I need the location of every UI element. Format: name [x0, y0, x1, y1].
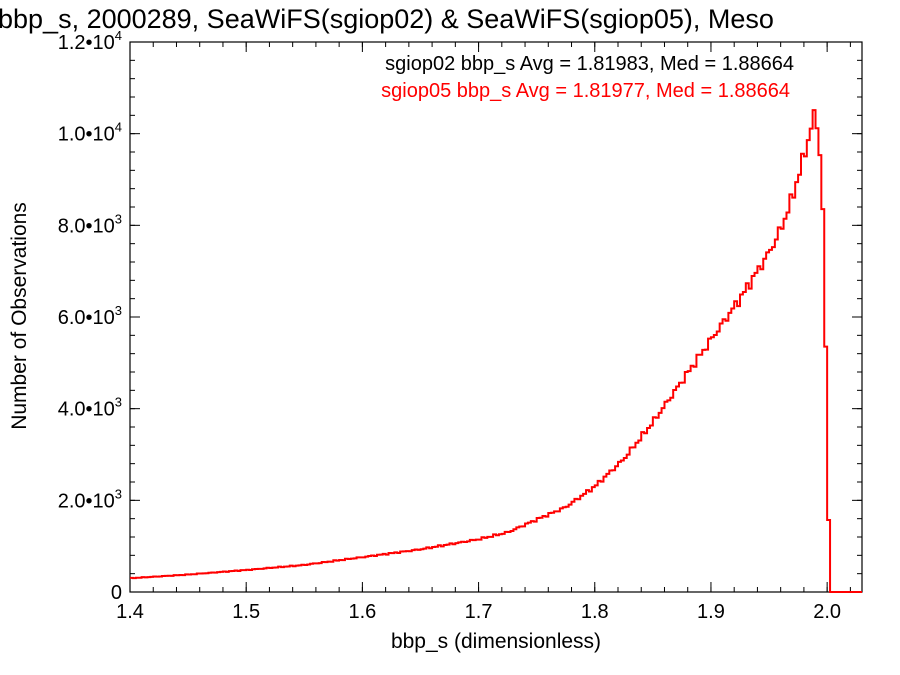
histogram-series-line [130, 109, 862, 593]
plot-border [129, 41, 863, 593]
x-tick-label: 1.4 [116, 601, 144, 623]
annotation-sgiop05: sgiop05 bbp_s Avg = 1.81977, Med = 1.886… [381, 80, 790, 102]
plot-frame [129, 41, 863, 593]
y-tick-label: 2.0•103 [58, 486, 122, 512]
y-tick-label: 1.0•104 [58, 120, 122, 146]
y-axis-label: Number of Observations [8, 202, 31, 430]
y-tick-label: 0 [111, 582, 122, 604]
x-axis-ticks: 1.4 1.5 1.6 1.7 1.8 1.9 2.0 [116, 42, 851, 623]
x-axis-label: bbp_s (dimensionless) [391, 630, 601, 653]
x-tick-label: 1.6 [348, 601, 376, 623]
y-axis-ticks: 0 2.0•103 4.0•103 6.0•103 8.0•103 1.0•104 1.2•… [58, 28, 862, 604]
x-tick-label: 1.5 [232, 601, 260, 623]
chart-title: bbp_s, 2000289, SeaWiFS(sgiop02) & SeaWi… [0, 4, 774, 34]
y-tick-label: 8.0•103 [58, 211, 122, 237]
series-layer [130, 109, 862, 593]
x-tick-label: 1.9 [697, 601, 725, 623]
annotation-sgiop02: sgiop02 bbp_s Avg = 1.81983, Med = 1.886… [385, 53, 794, 75]
y-tick-label: 6.0•103 [58, 303, 122, 329]
y-tick-label: 1.2•104 [58, 28, 122, 54]
x-tick-label: 2.0 [813, 601, 841, 623]
x-tick-label: 1.7 [465, 601, 493, 623]
y-tick-label: 4.0•103 [58, 395, 122, 421]
x-tick-label: 1.8 [581, 601, 609, 623]
